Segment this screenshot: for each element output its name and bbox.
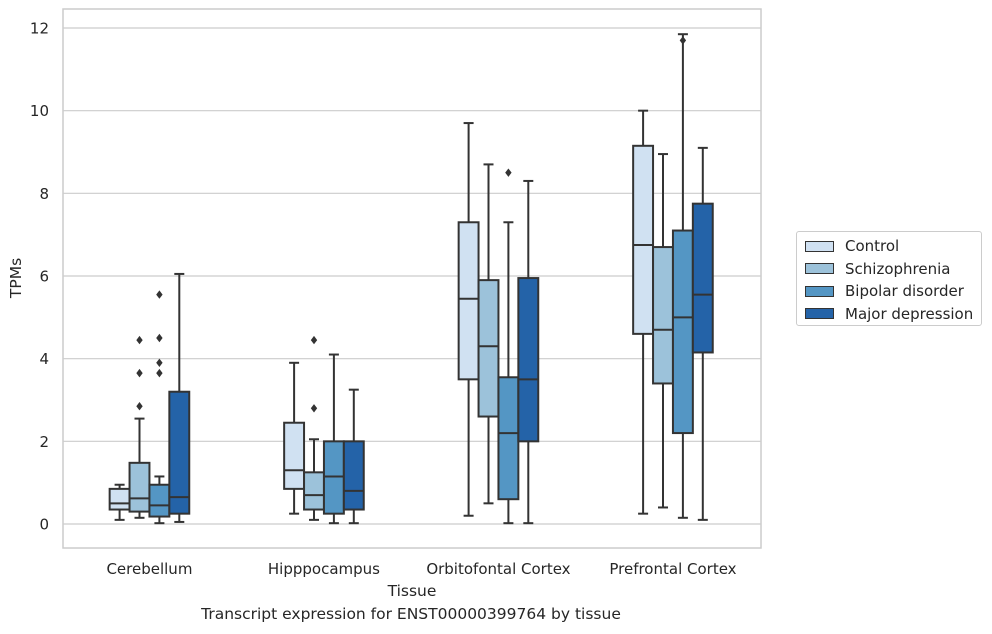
box-control: [283, 421, 306, 490]
legend-label: Major depression: [845, 304, 974, 323]
legend-label: Bipolar disorder: [845, 282, 964, 301]
outlier-point: [310, 335, 318, 345]
box-bipolar-disorder: [671, 229, 694, 435]
legend-item: Control: [805, 235, 981, 258]
box-major-depression: [691, 202, 714, 354]
legend-label: Schizophrenia: [845, 259, 951, 278]
box-control: [632, 144, 655, 335]
outlier-point: [156, 358, 163, 367]
y-tick-label: 10: [30, 102, 49, 120]
legend-item: Bipolar disorder: [805, 280, 981, 303]
legend-swatch: [805, 240, 834, 252]
outlier-point: [136, 335, 143, 345]
box-bipolar-disorder: [497, 376, 520, 501]
box-bipolar-disorder: [148, 483, 171, 518]
x-tick-label: Orbitofontal Cortex: [426, 560, 570, 578]
legend-swatch: [805, 263, 834, 275]
y-tick-label: 12: [30, 20, 49, 38]
box-schizophrenia: [303, 471, 325, 511]
x-tick-label: Hipppocampus: [268, 560, 380, 578]
legend-swatch: [805, 308, 834, 320]
box-schizophrenia: [652, 246, 674, 385]
chart-caption: Transcript expression for ENST0000039976…: [201, 605, 621, 623]
x-tick-label: Prefrontal Cortex: [609, 560, 736, 578]
box-major-depression: [517, 277, 540, 443]
plot-frame: [62, 8, 762, 549]
legend-label: Control: [845, 237, 900, 256]
y-tick-label: 8: [39, 185, 49, 203]
box-major-depression: [168, 390, 191, 515]
legend: Control Schizophrenia Bipolar disorder Majo…: [796, 231, 982, 326]
outlier-point: [156, 290, 163, 299]
outlier-point: [156, 333, 163, 343]
x-axis-label: Tissue: [387, 582, 437, 600]
y-tick-label: 2: [39, 433, 49, 451]
y-tick-label: 4: [39, 350, 49, 368]
box-control: [457, 221, 480, 381]
outlier-point: [136, 368, 143, 378]
y-axis-label: TPMs: [7, 258, 25, 299]
box-schizophrenia: [477, 279, 500, 418]
y-tick-label: 6: [39, 268, 49, 286]
box-schizophrenia: [128, 461, 151, 513]
box-bipolar-disorder: [322, 440, 345, 515]
outlier-point: [310, 404, 318, 413]
legend-item: Schizophrenia: [805, 258, 981, 281]
legend-swatch: [805, 285, 834, 297]
legend-item: Major depression: [805, 303, 981, 326]
outlier-point: [505, 168, 512, 177]
outlier-point: [136, 402, 143, 411]
x-tick-label: Cerebellum: [106, 560, 192, 578]
box-major-depression: [342, 440, 365, 511]
outlier-point: [156, 368, 163, 378]
box-control: [108, 487, 131, 511]
y-tick-label: 0: [39, 516, 49, 534]
outlier-point: [679, 36, 687, 45]
